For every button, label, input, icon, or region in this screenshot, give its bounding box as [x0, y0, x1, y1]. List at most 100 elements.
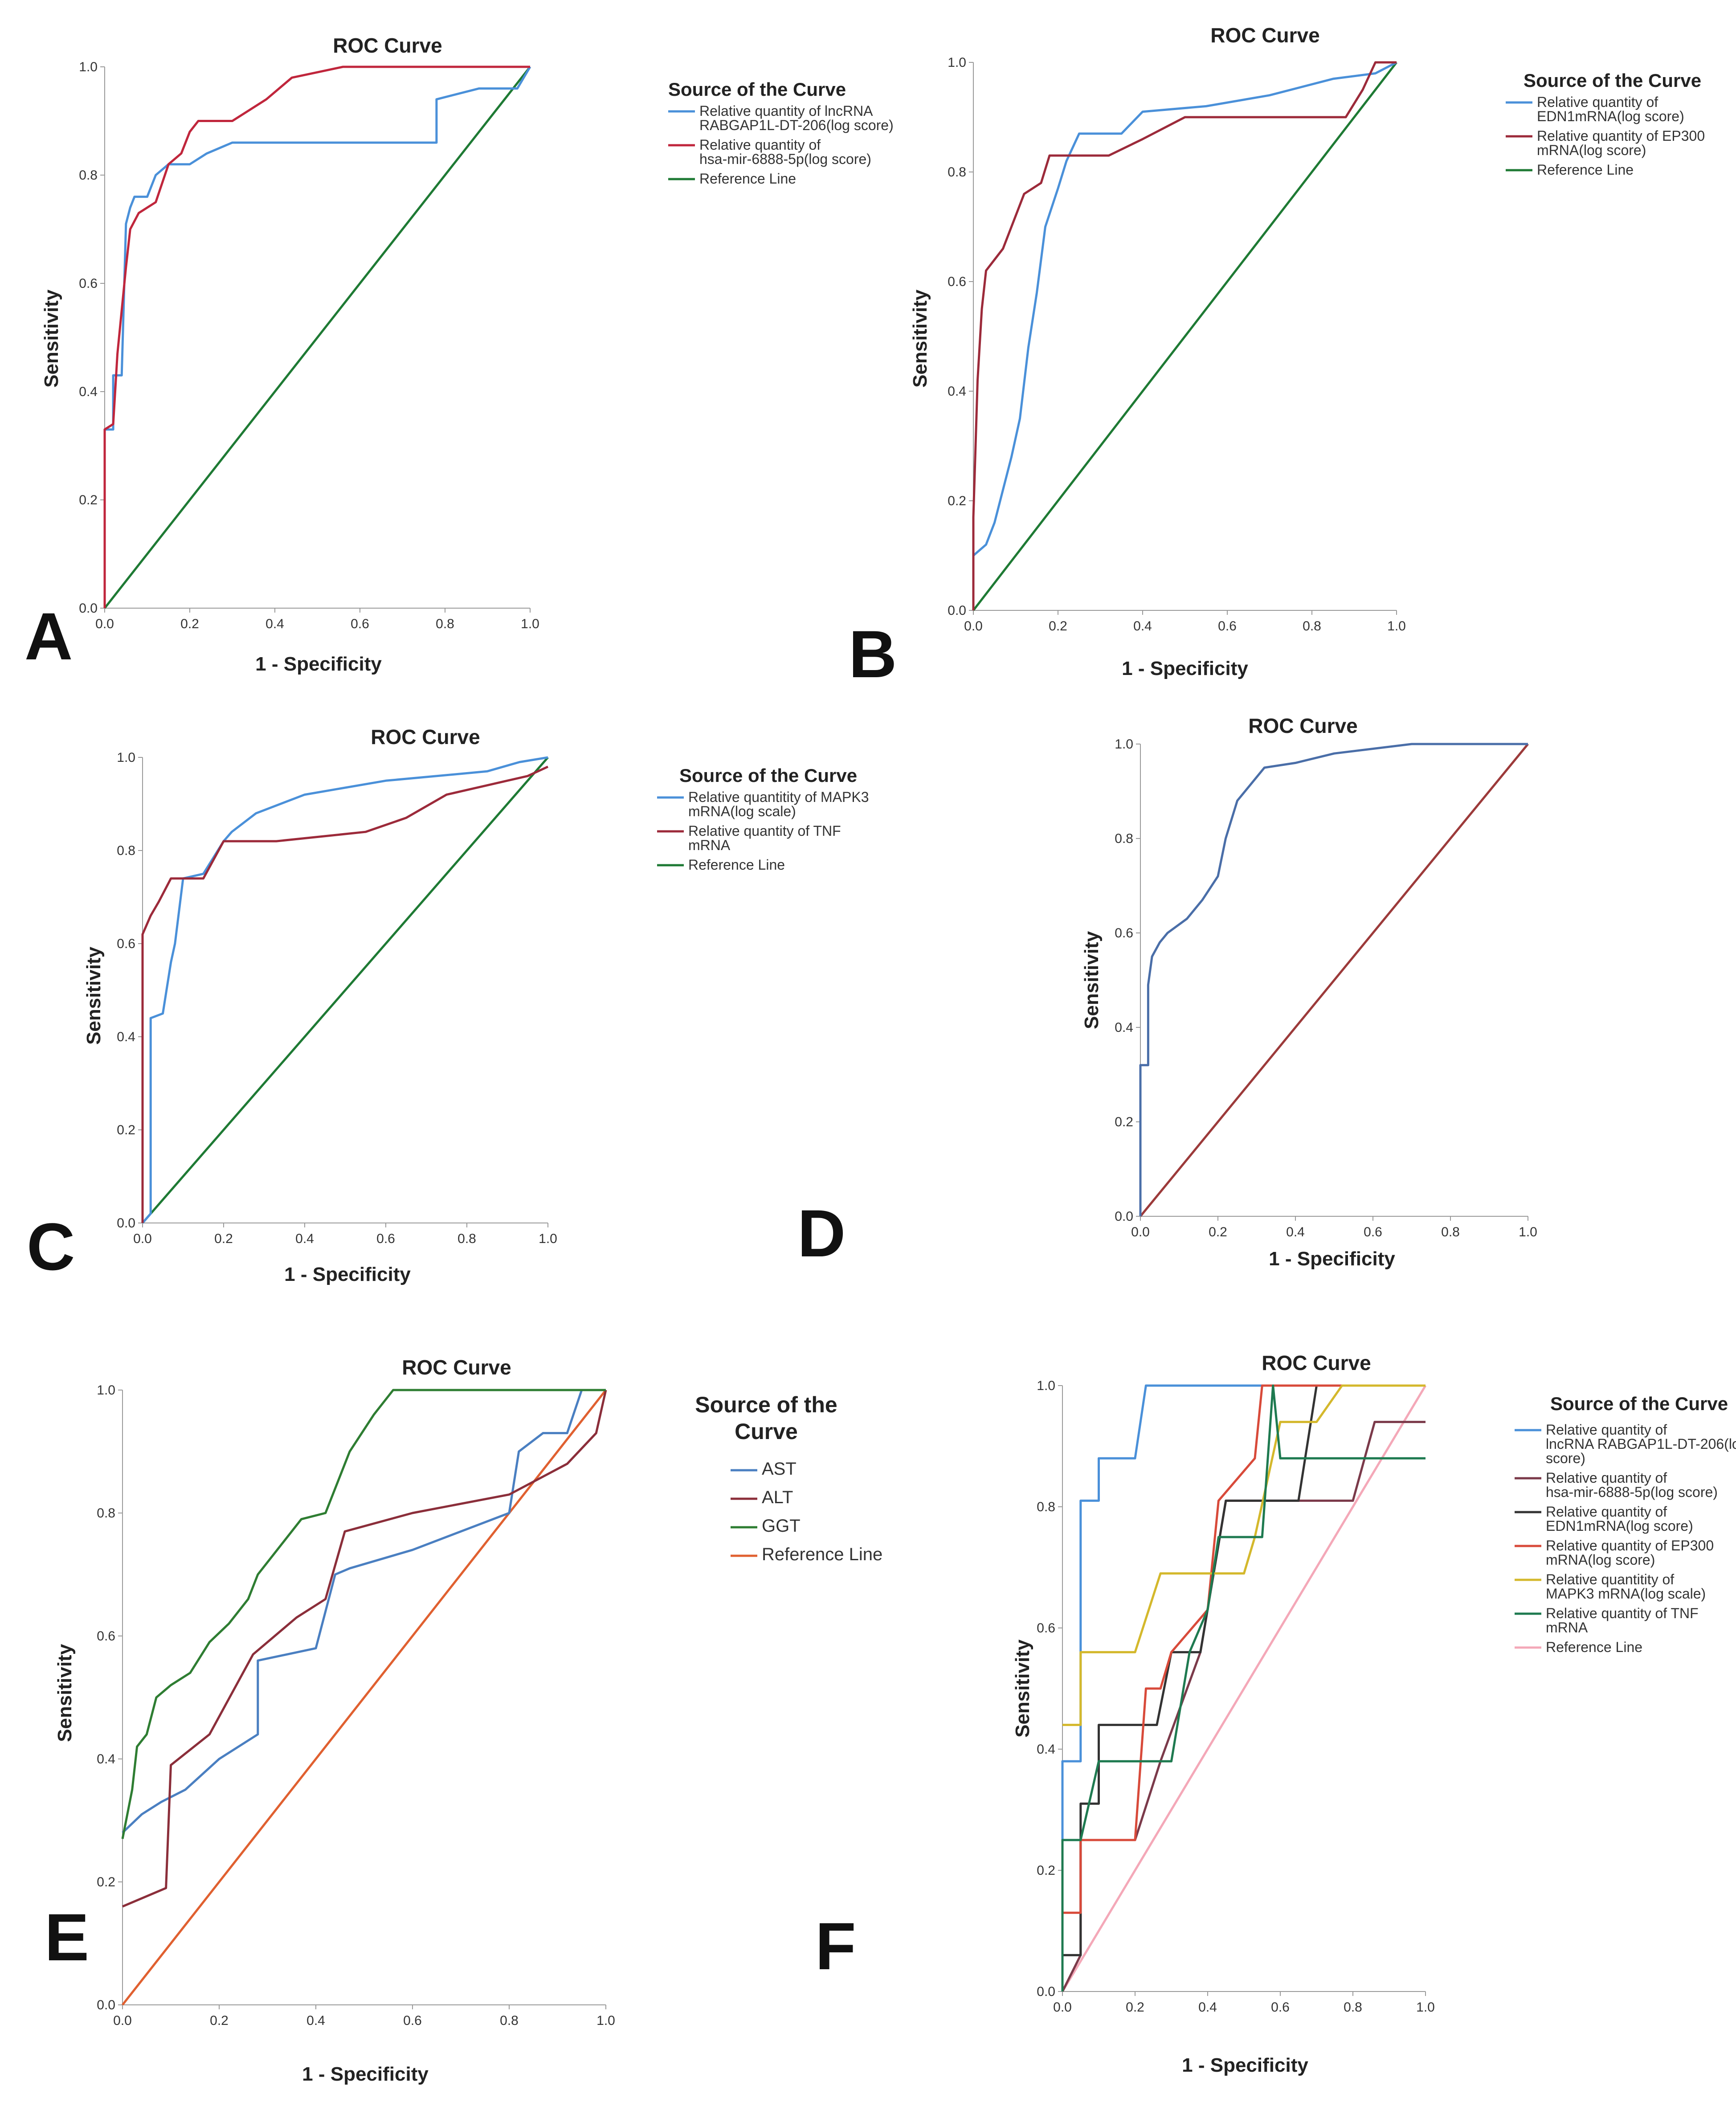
legend: Source of the Curve Relative quantity of … [668, 79, 894, 187]
y-tick-label: 0.6 [117, 936, 135, 951]
x-tick-label: 0.0 [113, 2013, 132, 2028]
series-line-relative-quantity-of-tnf-mrna [141, 765, 549, 1223]
legend-label: Relative quantity of EP300 [1537, 128, 1705, 144]
y-tick-label: 0.8 [948, 165, 966, 180]
x-tick-label: 0.0 [1053, 2000, 1072, 2015]
legend-label: Relative quantity of TNF [688, 823, 841, 839]
series-line-relative-quantity-of-hsa-mir-6888-5p-log-score [103, 65, 530, 608]
x-tick-label: 1.0 [1519, 1225, 1537, 1239]
legend-title: Source of the Curve [1524, 70, 1701, 91]
series-line-reference-line [104, 66, 531, 609]
y-tick-label: 0.6 [948, 274, 966, 289]
y-tick-label: 0.8 [79, 168, 98, 183]
x-tick-label: 0.2 [180, 617, 199, 631]
legend-title: Source of the Curve [679, 765, 857, 786]
legend-title: Source of the Curve [1550, 1393, 1728, 1414]
x-tick-label: 0.0 [1131, 1225, 1150, 1239]
x-tick-label: 0.2 [1126, 2000, 1144, 2015]
y-axis-label: Sensitivity [41, 289, 62, 388]
legend-label: mRNA [1546, 1619, 1588, 1636]
legend-title: Source of the Curve [668, 79, 846, 100]
x-tick-label: 0.2 [214, 1231, 233, 1246]
chart-title: ROC Curve [1262, 1351, 1371, 1374]
chart-title: ROC Curve [1248, 714, 1357, 737]
y-tick-label: 0.4 [79, 384, 98, 399]
panel-letter: F [815, 1909, 856, 1983]
x-axis-label: 1 - Specificity [1182, 2054, 1308, 2076]
y-tick-label: 0.6 [79, 276, 98, 291]
chart-title: ROC Curve [333, 34, 442, 57]
x-tick-label: 1.0 [521, 617, 539, 631]
y-tick-label: 0.0 [948, 603, 966, 618]
y-tick-label: 0.8 [1115, 831, 1133, 846]
panel-letter: B [849, 617, 897, 691]
legend-label: hsa-mir-6888-5p(log score) [699, 151, 871, 167]
x-tick-label: 0.8 [1441, 1225, 1460, 1239]
legend-label: score) [1546, 1450, 1585, 1466]
panel-letter: E [45, 1900, 89, 1975]
x-tick-label: 0.4 [266, 617, 284, 631]
legend-label: mRNA(log scale) [688, 803, 796, 819]
legend-label: Reference Line [1546, 1639, 1642, 1655]
y-tick-label: 0.2 [1115, 1115, 1133, 1129]
chart-panel-c: 0.00.0 0.2 0.2 0.4 0.4 0.6 0.6 0.8 0.8 1.0 1.0 ROC … [27, 725, 869, 1285]
legend-title: Curve [735, 1419, 798, 1444]
y-tick-label: 0.0 [97, 1998, 115, 2012]
y-axis-label: Sensitivity [1081, 931, 1103, 1029]
x-tick-label: 0.2 [1049, 619, 1067, 634]
legend-label: AST [762, 1459, 797, 1479]
x-tick-label: 0.6 [403, 2013, 422, 2028]
y-tick-label: 0.6 [1115, 926, 1133, 941]
chart-title: ROC Curve [402, 1356, 511, 1379]
chart-panel-b: 0.00.0 0.2 0.2 0.4 0.4 0.6 0.6 0.8 0.8 1.0 1.0 ROC … [849, 24, 1705, 691]
x-tick-label: 0.4 [306, 2013, 325, 2028]
x-tick-label: 0.6 [351, 617, 369, 631]
panel-letter: C [27, 1209, 75, 1284]
x-tick-label: 0.2 [1209, 1225, 1227, 1239]
series-line-relative-quantity-of-lncrna-rabgap1l-dt-206-log-score [103, 66, 531, 608]
x-axis-label: 1 - Specificity [1122, 658, 1248, 679]
x-tick-label: 0.4 [295, 1231, 314, 1246]
x-tick-label: 0.8 [1344, 2000, 1362, 2015]
x-axis-label: 1 - Specificity [1269, 1248, 1395, 1270]
x-tick-label: 0.8 [436, 617, 454, 631]
x-tick-label: 1.0 [596, 2013, 615, 2028]
legend-label: Relative quantity of [699, 137, 821, 153]
series-line-relative-quantity-of-lncrna-rabgap1l-dt-206-log-score [1061, 1384, 1426, 1991]
x-tick-label: 0.4 [1198, 2000, 1217, 2015]
chart-title: ROC Curve [371, 725, 480, 748]
legend-label: Relative quantity of [1546, 1504, 1667, 1520]
x-tick-label: 0.6 [376, 1231, 395, 1246]
y-tick-label: 0.2 [117, 1123, 135, 1137]
series-line-reference-line [122, 1389, 607, 2006]
legend-label: Relative quantity of TNF [1546, 1605, 1699, 1621]
x-tick-label: 0.8 [457, 1231, 476, 1246]
x-tick-label: 1.0 [1416, 2000, 1435, 2015]
legend-label: RABGAP1L-DT-206(log score) [699, 117, 894, 133]
legend-label: Reference Line [1537, 162, 1634, 178]
chart-panel-d: 0.00.0 0.2 0.2 0.4 0.4 0.6 0.6 0.8 0.8 1.0 1.0 ROC … [797, 714, 1537, 1271]
y-tick-label: 0.8 [97, 1506, 115, 1521]
legend-label: mRNA [688, 837, 731, 853]
chart-panel-a: 0.00.0 0.2 0.2 0.4 0.4 0.6 0.6 0.8 0.8 1.0 1.0 ROC … [25, 34, 894, 675]
x-tick-label: 1.0 [539, 1231, 557, 1246]
legend-label: Reference Line [699, 171, 796, 187]
y-tick-label: 1.0 [1115, 737, 1133, 752]
y-axis-label: Sensitivity [83, 946, 105, 1045]
x-tick-label: 0.0 [964, 619, 983, 634]
series-line-relative-quantity-of-edn1mrna-log-score [1061, 1384, 1426, 1991]
x-tick-label: 0.0 [133, 1231, 152, 1246]
series-line-ast [122, 1389, 606, 1834]
series-line-reference-line [972, 61, 1397, 611]
y-tick-label: 0.0 [117, 1216, 135, 1231]
legend-label: Relative quantity of EP300 [1546, 1538, 1714, 1554]
y-tick-label: 0.6 [1037, 1621, 1055, 1636]
x-tick-label: 1.0 [1387, 619, 1406, 634]
legend-label: Reference Line [688, 857, 785, 873]
legend: Source of the Curve Relative quantitity o… [657, 765, 869, 873]
y-tick-label: 1.0 [79, 60, 98, 74]
x-tick-label: 0.6 [1271, 2000, 1290, 2015]
chart-title: ROC Curve [1210, 24, 1319, 47]
